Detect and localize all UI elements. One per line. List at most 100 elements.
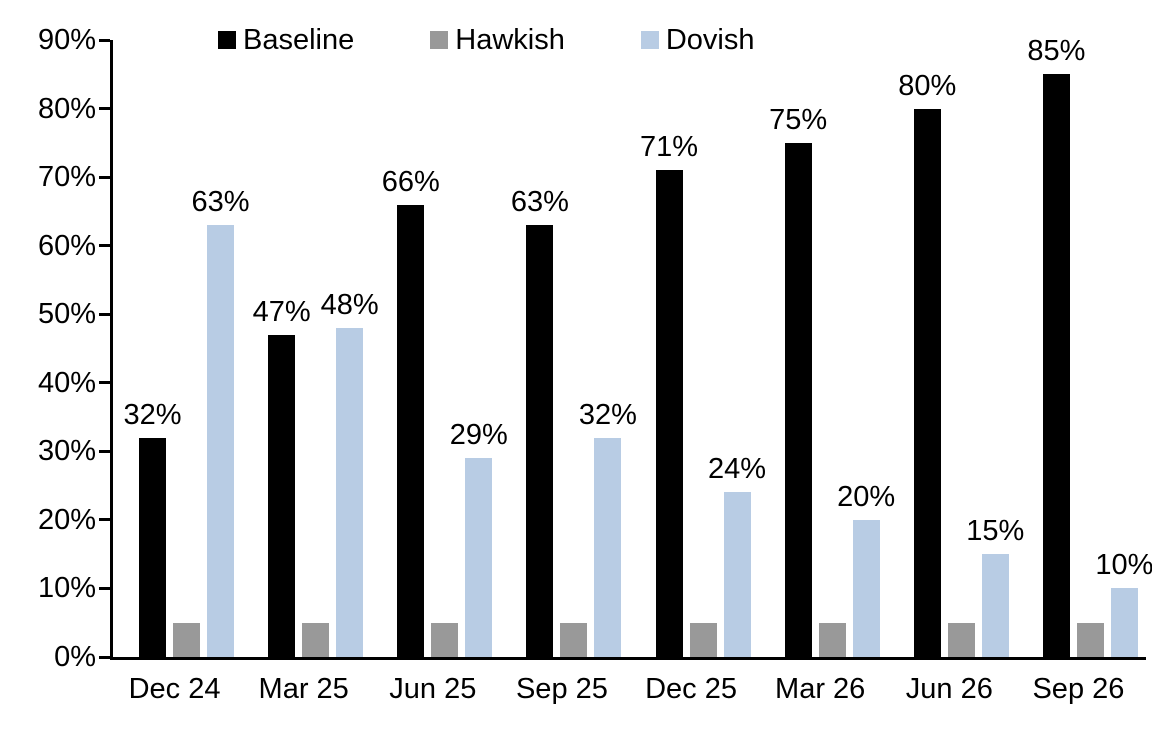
bar-column-hawkish <box>1076 623 1104 657</box>
y-axis-tick-label: 40% <box>37 366 96 399</box>
bar-column-hawkish <box>689 623 717 657</box>
legend-label: Hawkish <box>455 24 565 56</box>
bar-group: 32% 63% <box>113 40 250 657</box>
hawkish-bar <box>173 623 201 657</box>
bar-column-baseline: 32% <box>124 399 182 657</box>
baseline-bar <box>655 170 683 657</box>
bar-group: 85% 10% <box>1017 35 1152 657</box>
bar-column-hawkish <box>302 623 330 657</box>
y-axis-tick <box>99 38 110 42</box>
bar-column-baseline: 71% <box>640 131 698 657</box>
dovish-bar <box>981 554 1009 657</box>
y-axis-tick <box>99 107 110 111</box>
data-label: 32% <box>578 399 637 431</box>
hawkish-bar <box>431 623 459 657</box>
bar-column-dovish: 29% <box>450 419 508 657</box>
baseline-bar <box>1042 74 1070 657</box>
hawkish-bar <box>818 623 846 657</box>
baseline-bar <box>397 205 425 657</box>
y-axis-tick <box>99 381 110 385</box>
legend-swatch-icon <box>640 31 659 49</box>
y-axis-tick <box>99 175 110 179</box>
dovish-bar <box>723 492 751 657</box>
x-axis-tick-label: Dec 25 <box>645 673 737 705</box>
y-axis-tick-label: 0% <box>54 641 96 673</box>
bar-column-baseline: 63% <box>511 186 569 657</box>
y-axis-tick <box>99 312 110 316</box>
bar-column-dovish: 48% <box>321 289 379 657</box>
legend-swatch-icon <box>430 31 449 49</box>
bar-column-dovish: 15% <box>966 515 1024 657</box>
legend-label: Dovish <box>665 24 755 56</box>
legend-item-hawkish: Hawkish <box>430 24 565 56</box>
bar-column-dovish: 63% <box>192 186 250 657</box>
x-axis-tick-label: Mar 25 <box>258 673 349 705</box>
x-axis-labels: Dec 24 Mar 25 Jun 25 Sep 25 Dec 25 Mar 26 Jun … <box>110 672 1143 706</box>
data-label: 32% <box>123 399 182 431</box>
bar-column-baseline: 80% <box>898 70 956 657</box>
bar-column-dovish: 10% <box>1095 549 1152 657</box>
data-label: 71% <box>640 131 699 163</box>
legend-item-baseline: Baseline <box>218 24 354 56</box>
legend-item-dovish: Dovish <box>640 24 755 56</box>
y-axis-tick <box>99 449 110 453</box>
data-label: 85% <box>1027 35 1086 67</box>
bar-column-baseline: 85% <box>1027 35 1085 657</box>
bar-group: 80% 15% <box>888 40 1024 657</box>
y-axis-tick-label: 60% <box>37 229 96 262</box>
data-label: 80% <box>898 70 957 102</box>
data-label: 24% <box>708 453 767 485</box>
data-label: 29% <box>449 419 508 451</box>
dovish-bar <box>594 438 622 657</box>
legend: Baseline Hawkish Dovish <box>218 24 755 56</box>
bar-column-hawkish <box>947 623 975 657</box>
bar-column-baseline: 66% <box>382 166 440 657</box>
data-label: 15% <box>966 515 1025 547</box>
y-axis-tick <box>99 586 110 590</box>
bar-column-dovish: 24% <box>708 453 766 657</box>
baseline-bar <box>784 143 812 657</box>
y-axis-tick-label: 80% <box>37 92 96 125</box>
x-axis-tick-label: Sep 25 <box>515 673 608 705</box>
y-axis-tick <box>99 244 110 248</box>
data-label: 63% <box>191 186 250 218</box>
hawkish-bar <box>947 623 975 657</box>
hawkish-bar <box>302 623 330 657</box>
x-axis-tick-label: Dec 24 <box>128 673 221 705</box>
baseline-bar <box>526 225 554 657</box>
dovish-bar <box>207 225 235 657</box>
baseline-bar <box>139 438 167 657</box>
y-axis-tick-label: 10% <box>37 572 96 605</box>
y-axis-tick <box>99 518 110 522</box>
data-label: 20% <box>837 481 896 513</box>
data-label: 66% <box>381 166 440 198</box>
x-axis-tick-label: Jun 26 <box>905 673 993 705</box>
dovish-bar <box>336 328 364 657</box>
dovish-bar <box>1110 588 1138 657</box>
dovish-bar <box>852 520 880 657</box>
bar-group: 47% 48% <box>242 40 379 657</box>
hawkish-bar <box>689 623 717 657</box>
hawkish-bar <box>560 623 588 657</box>
legend-swatch-icon <box>218 31 236 49</box>
bar-group: 66% 29% <box>371 40 508 657</box>
dovish-bar <box>465 458 493 657</box>
data-label: 75% <box>769 104 828 136</box>
bar-column-hawkish <box>173 623 201 657</box>
x-axis-tick-label: Sep 26 <box>1032 673 1125 705</box>
bar-groups: 32% 63% 47% 48% 66% 29% 63% 32% 71% 24% 75% 20% 80% 1… <box>113 35 1152 657</box>
plot-area: 32% 63% 47% 48% 66% 29% 63% 32% 71% 24% 75% 20% 80% 1… <box>99 35 1152 660</box>
hawkish-bar <box>1076 623 1104 657</box>
bar-column-hawkish <box>560 623 588 657</box>
baseline-bar <box>268 335 296 657</box>
bar-group: 75% 20% <box>759 40 895 657</box>
y-axis-labels: 0% 10% 20% 30% 40% 50% 60% 70% 80% 90% <box>0 25 96 672</box>
y-axis-tick-label: 50% <box>37 298 96 331</box>
legend-label: Baseline <box>243 24 355 56</box>
bar-group: 63% 32% <box>500 40 637 657</box>
bar-group: 71% 24% <box>630 40 766 657</box>
x-axis-tick-label: Jun 25 <box>389 673 477 705</box>
data-label: 63% <box>510 186 569 218</box>
bar-column-dovish: 32% <box>579 399 637 657</box>
